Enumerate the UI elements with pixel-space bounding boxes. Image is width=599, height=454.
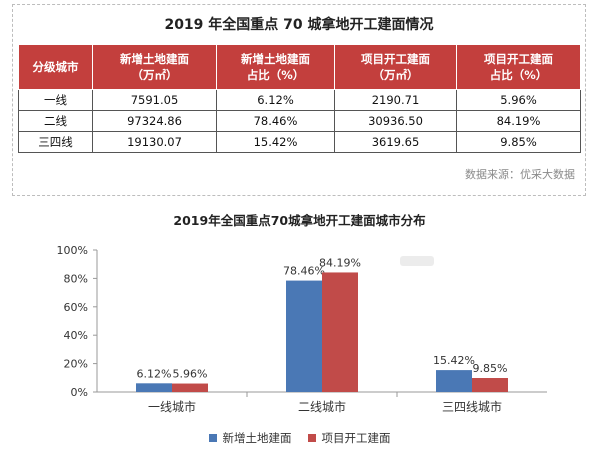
header-new-land-area: 新增土地建面 （万㎡） xyxy=(92,44,217,90)
legend-label: 新增土地建面 xyxy=(222,431,292,445)
data-label: 78.46% xyxy=(283,265,325,278)
legend-swatch xyxy=(208,434,217,442)
data-label: 5.96% xyxy=(173,368,208,381)
table-row: 三四线 19130.07 15.42% 3619.65 9.85% xyxy=(18,131,581,153)
bar xyxy=(286,280,322,392)
table-cell: 6.12% xyxy=(216,89,335,111)
data-source-note: 数据来源：优采大数据 xyxy=(465,168,575,181)
y-tick-label: 60% xyxy=(64,301,88,314)
bar xyxy=(172,383,208,392)
x-tick-label: 二线城市 xyxy=(298,399,346,414)
bar xyxy=(472,378,508,392)
y-tick-label: 100% xyxy=(57,244,88,257)
table-cell: 78.46% xyxy=(216,110,335,132)
data-label: 84.19% xyxy=(319,256,361,269)
data-label: 15.42% xyxy=(433,354,475,367)
stats-table: 分级城市 新增土地建面 （万㎡） 新增土地建面 占比（%） 项目开工建面 （万㎡） 项… xyxy=(18,44,581,153)
table-cell: 30936.50 xyxy=(334,110,457,132)
watermark-smudge xyxy=(400,256,434,266)
bar xyxy=(436,370,472,392)
chart-legend: 新增土地建面 项目开工建面 xyxy=(0,430,599,446)
table-cell: 19130.07 xyxy=(92,131,217,153)
y-tick-label: 20% xyxy=(64,358,88,371)
bar xyxy=(322,272,358,392)
legend-label: 项目开工建面 xyxy=(321,431,391,445)
table-row: 二线 97324.86 78.46% 30936.50 84.19% xyxy=(18,110,581,132)
legend-swatch xyxy=(307,434,316,442)
legend-item-construction: 项目开工建面 xyxy=(307,430,391,446)
table-panel: 2019 年全国重点 70 城拿地开工建面情况 分级城市 新增土地建面 （万㎡） … xyxy=(12,4,586,196)
data-label: 9.85% xyxy=(473,362,508,375)
header-new-land-share: 新增土地建面 占比（%） xyxy=(216,44,335,90)
table-cell: 三四线 xyxy=(18,131,93,153)
table-cell: 9.85% xyxy=(456,131,581,153)
table-row: 一线 7591.05 6.12% 2190.71 5.96% xyxy=(18,89,581,111)
x-tick-label: 一线城市 xyxy=(148,399,196,414)
bar xyxy=(136,383,172,392)
table-header-row: 分级城市 新增土地建面 （万㎡） 新增土地建面 占比（%） 项目开工建面 （万㎡） 项… xyxy=(18,44,581,90)
data-label: 6.12% xyxy=(137,367,172,380)
table-title: 2019 年全国重点 70 城拿地开工建面情况 xyxy=(164,17,434,33)
header-city-tier: 分级城市 xyxy=(18,44,93,90)
y-tick-label: 40% xyxy=(64,329,88,342)
y-tick-label: 0% xyxy=(71,386,88,399)
header-construction-share: 项目开工建面 占比（%） xyxy=(456,44,581,90)
header-construction-area: 项目开工建面 （万㎡） xyxy=(334,44,457,90)
table-cell: 15.42% xyxy=(216,131,335,153)
legend-item-new-land: 新增土地建面 xyxy=(208,430,292,446)
x-tick-label: 三四线城市 xyxy=(442,399,502,414)
table-cell: 3619.65 xyxy=(334,131,457,153)
y-tick-label: 80% xyxy=(64,272,88,285)
chart-title: 2019年全国重点70城拿地开工建面城市分布 xyxy=(173,213,426,228)
